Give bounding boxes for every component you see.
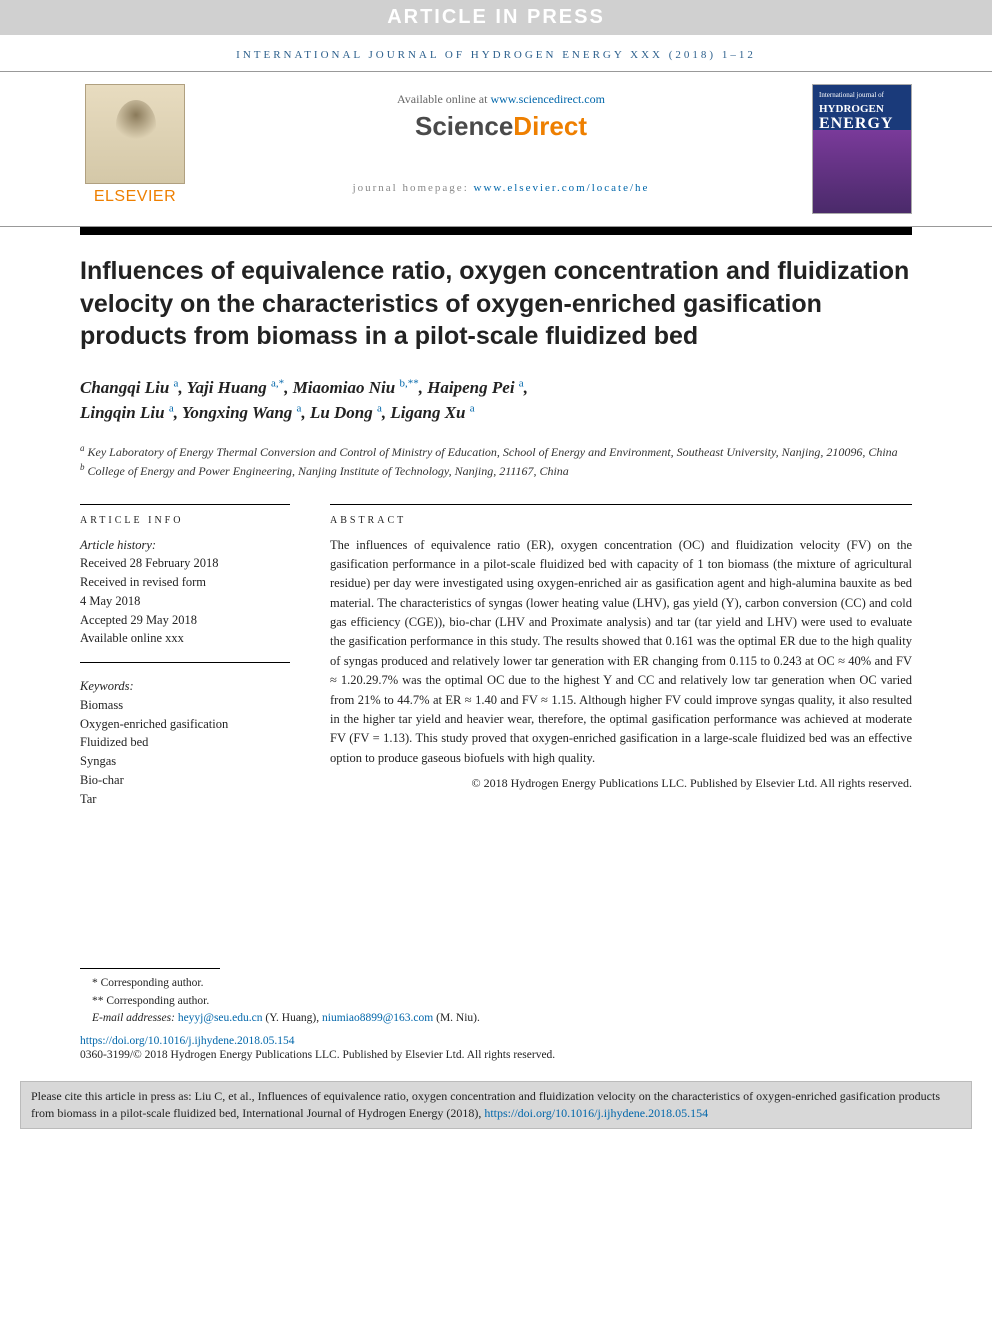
email-line: E-mail addresses: heyyj@seu.edu.cn (Y. H… [92,1010,912,1027]
journal-cover-thumbnail[interactable]: International journal of HYDROGEN ENERGY [812,84,912,214]
email-name-1: (Y. Huang), [263,1012,323,1024]
author-6-aff: a [297,402,302,414]
sciencedirect-url-link[interactable]: www.sciencedirect.com [490,92,605,106]
header-box: ELSEVIER Available online at www.science… [0,71,992,227]
footnotes: * Corresponding author. ** Corresponding… [80,975,912,1035]
received-date: Received 28 February 2018 [80,554,290,573]
author-2[interactable]: Yaji Huang [187,378,267,397]
available-online-text: Available online at www.sciencedirect.co… [210,92,792,107]
email-name-2: (M. Niu). [433,1012,480,1024]
abstract-text: The influences of equivalence ratio (ER)… [330,536,912,769]
corresponding-2: ** Corresponding author. [92,993,912,1010]
history-heading: Article history: [80,536,290,555]
elsevier-logo[interactable]: ELSEVIER [80,84,190,206]
email-link-1[interactable]: heyyj@seu.edu.cn [178,1012,263,1024]
affiliations: a Key Laboratory of Energy Thermal Conve… [80,442,912,480]
keywords-block: Keywords: Biomass Oxygen-enriched gasifi… [80,677,290,808]
author-3[interactable]: Miaomiao Niu [293,378,396,397]
cover-line-1: International journal of [819,91,905,99]
author-8[interactable]: Ligang Xu [390,403,465,422]
author-6[interactable]: Yongxing Wang [182,403,292,422]
keyword-5: Bio-char [80,771,290,790]
issn-copyright-line: 0360-3199/© 2018 Hydrogen Energy Publica… [80,1049,912,1071]
author-1-aff: a [174,377,179,389]
email-prefix: E-mail addresses: [92,1012,178,1024]
article-info-label: ARTICLE INFO [80,504,290,536]
header-center: Available online at www.sciencedirect.co… [210,84,792,194]
citation-doi-link[interactable]: https://doi.org/10.1016/j.ijhydene.2018.… [484,1106,708,1120]
journal-homepage-link[interactable]: www.elsevier.com/locate/he [474,182,650,194]
author-4[interactable]: Haipeng Pei [427,378,514,397]
sciencedirect-logo[interactable]: ScienceDirect [210,111,792,142]
elsevier-tree-icon [85,84,185,184]
accepted-date: Accepted 29 May 2018 [80,611,290,630]
revised-line2: 4 May 2018 [80,592,290,611]
affiliation-a-text: Key Laboratory of Energy Thermal Convers… [88,445,898,459]
cover-line-2: HYDROGEN [819,103,884,115]
author-5-aff: a [169,402,174,414]
revised-line1: Received in revised form [80,573,290,592]
author-7-aff: a [377,402,382,414]
keyword-1: Biomass [80,696,290,715]
article-history: Article history: Received 28 February 20… [80,536,290,664]
citation-box: Please cite this article in press as: Li… [20,1081,972,1129]
sd-science: Science [415,111,513,141]
thick-rule [80,227,912,235]
keyword-2: Oxygen-enriched gasification [80,715,290,734]
keyword-6: Tar [80,790,290,809]
journal-reference: INTERNATIONAL JOURNAL OF HYDROGEN ENERGY… [0,35,992,71]
footnote-separator [80,968,220,969]
author-list: Changqi Liu a, Yaji Huang a,*, Miaomiao … [80,375,912,426]
author-4-aff: a [519,377,524,389]
affiliation-b-text: College of Energy and Power Engineering,… [88,464,569,478]
journal-homepage-text: journal homepage: www.elsevier.com/locat… [210,182,792,194]
homepage-prefix: journal homepage: [353,182,474,194]
author-3-aff: b,** [399,377,418,389]
elsevier-wordmark: ELSEVIER [80,188,190,206]
available-prefix: Available online at [397,92,490,106]
author-1[interactable]: Changqi Liu [80,378,169,397]
sd-direct: Direct [513,111,587,141]
abstract-column: ABSTRACT The influences of equivalence r… [330,504,912,809]
article-title: Influences of equivalence ratio, oxygen … [80,255,912,353]
article-info-column: ARTICLE INFO Article history: Received 2… [80,504,290,809]
affiliation-b: b College of Energy and Power Engineerin… [80,461,912,480]
article-in-press-banner: ARTICLE IN PRESS [0,0,992,35]
doi-line: https://doi.org/10.1016/j.ijhydene.2018.… [80,1035,912,1049]
abstract-label: ABSTRACT [330,504,912,536]
copyright-line: © 2018 Hydrogen Energy Publications LLC.… [330,776,912,791]
keyword-3: Fluidized bed [80,733,290,752]
main-content: Influences of equivalence ratio, oxygen … [0,235,992,1081]
author-8-aff: a [470,402,475,414]
keywords-heading: Keywords: [80,677,290,696]
cover-line-3: ENERGY [819,115,893,133]
two-column-region: ARTICLE INFO Article history: Received 2… [80,504,912,809]
online-date: Available online xxx [80,629,290,648]
doi-link[interactable]: https://doi.org/10.1016/j.ijhydene.2018.… [80,1035,294,1047]
corresponding-1: * Corresponding author. [92,975,912,992]
email-link-2[interactable]: niumiao8899@163.com [322,1012,433,1024]
author-5[interactable]: Lingqin Liu [80,403,165,422]
keyword-4: Syngas [80,752,290,771]
author-2-aff: a,* [271,377,284,389]
affiliation-a: a Key Laboratory of Energy Thermal Conve… [80,442,912,461]
author-7[interactable]: Lu Dong [310,403,373,422]
